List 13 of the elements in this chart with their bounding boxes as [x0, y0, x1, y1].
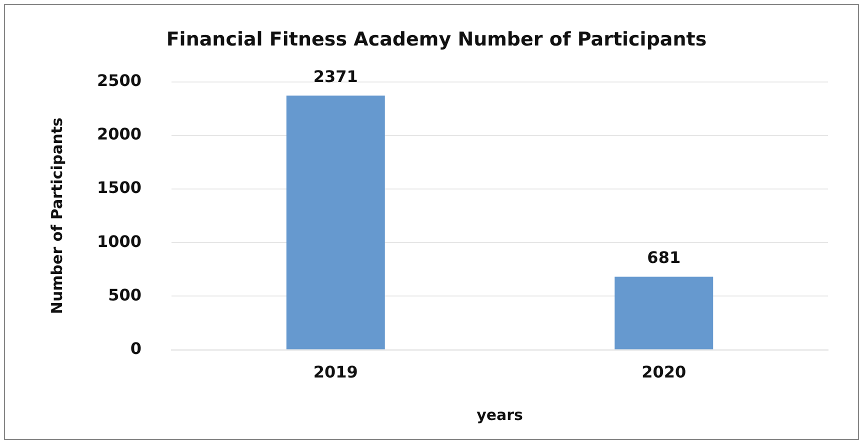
x-tick-label: 2020	[642, 362, 686, 382]
y-tick-label: 1500	[97, 178, 142, 198]
x-tick-label: 2019	[313, 362, 358, 382]
chart-title: Financial Fitness Academy Number of Participants	[166, 28, 707, 50]
y-axis-title: Number of Participants	[48, 117, 66, 314]
data-label: 681	[647, 248, 681, 267]
y-tick-label: 2000	[97, 124, 142, 144]
data-label: 2371	[313, 66, 358, 86]
y-tick-label: 1000	[97, 232, 142, 251]
y-tick-label: 2500	[97, 70, 142, 90]
x-axis-title: years	[476, 406, 524, 424]
y-tick-label: 500	[108, 285, 142, 304]
y-tick-label: 0	[130, 338, 142, 358]
